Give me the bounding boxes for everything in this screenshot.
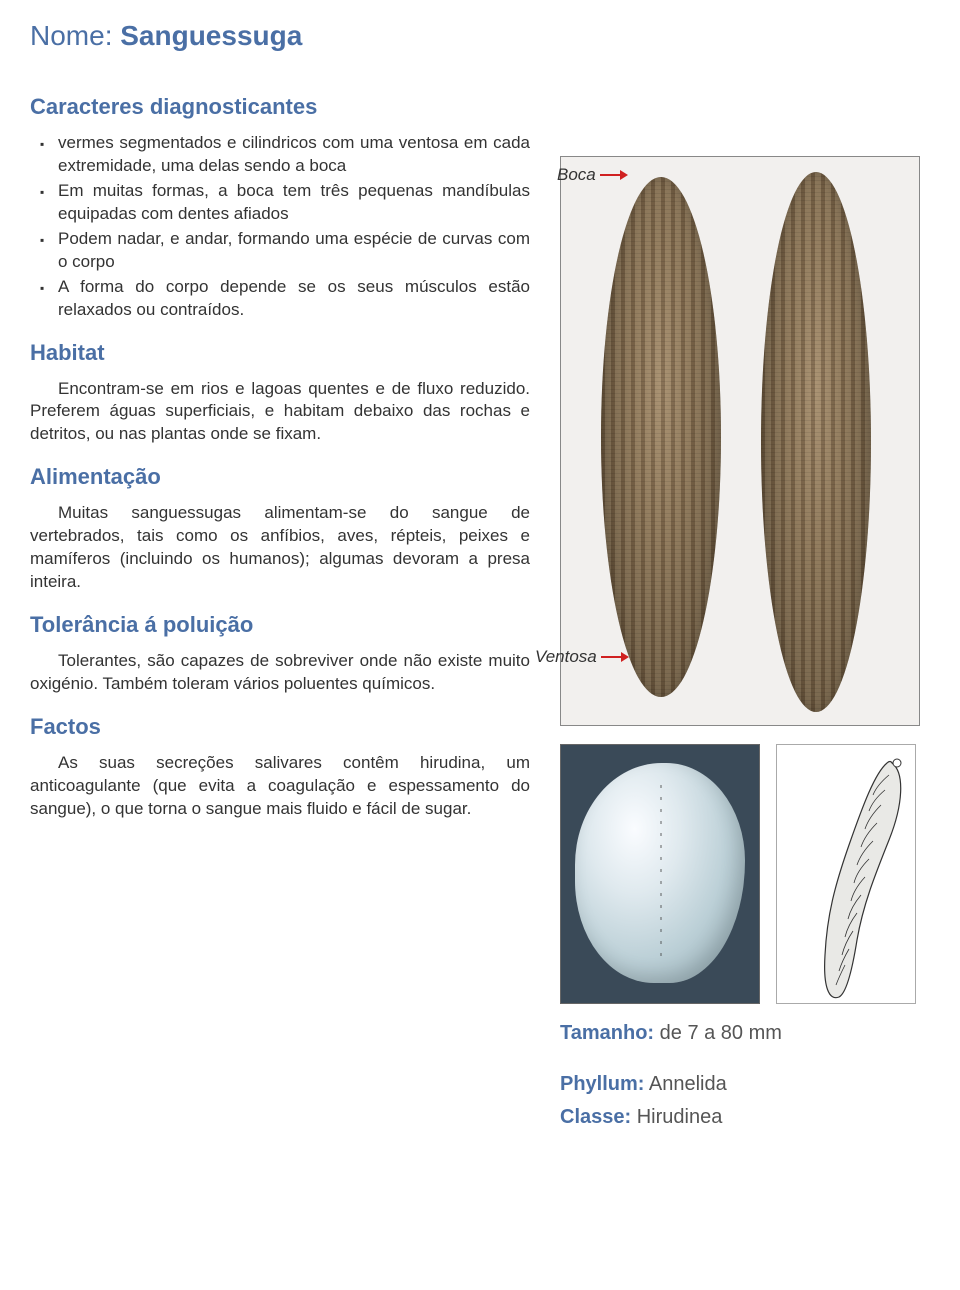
- leech-illustration-right: [761, 172, 871, 712]
- ventosa-callout: Ventosa: [535, 647, 629, 667]
- pearl-shape: [575, 763, 745, 983]
- boca-callout: Boca: [557, 165, 628, 185]
- secondary-figures: [560, 744, 930, 1004]
- phylum-line: Phyllum: Annelida: [560, 1073, 930, 1096]
- text-column: Caracteres diagnosticantes vermes segmen…: [30, 76, 530, 1129]
- heading-factos: Factos: [30, 714, 530, 740]
- diag-list: vermes segmentados e cilindricos com uma…: [30, 132, 530, 322]
- arrow-icon: [600, 170, 628, 180]
- main-figure: Boca Ventosa: [560, 156, 920, 726]
- diag-item: Podem nadar, e andar, formando uma espéc…: [58, 228, 530, 274]
- boca-label: Boca: [557, 165, 596, 184]
- curved-leech-svg: [777, 745, 917, 1005]
- habitat-text: Encontram-se em rios e lagoas quentes e …: [30, 378, 530, 447]
- heading-alimentacao: Alimentação: [30, 464, 530, 490]
- tamanho-line: Tamanho: de 7 a 80 mm: [560, 1022, 930, 1045]
- tamanho-value: de 7 a 80 mm: [660, 1022, 782, 1044]
- tamanho-key: Tamanho:: [560, 1022, 654, 1044]
- phylum-value: Annelida: [649, 1073, 727, 1095]
- diag-item: vermes segmentados e cilindricos com uma…: [58, 132, 530, 178]
- page-title: Nome: Sanguessuga: [30, 20, 930, 52]
- page-columns: Caracteres diagnosticantes vermes segmen…: [30, 76, 930, 1129]
- heading-tolerancia: Tolerância á poluição: [30, 612, 530, 638]
- classe-line: Classe: Hirudinea: [560, 1106, 930, 1129]
- factos-text: As suas secreções salivares contêm hirud…: [30, 752, 530, 821]
- arrow-icon: [601, 652, 629, 662]
- title-label: Nome:: [30, 20, 112, 51]
- heading-diagnosticantes: Caracteres diagnosticantes: [30, 94, 530, 120]
- heading-habitat: Habitat: [30, 340, 530, 366]
- classe-key: Classe:: [560, 1106, 631, 1128]
- figure-column: Boca Ventosa: [560, 76, 930, 1129]
- title-value: Sanguessuga: [120, 20, 302, 51]
- phylum-key: Phyllum:: [560, 1073, 644, 1095]
- curved-leech-figure: [776, 744, 916, 1004]
- ventosa-label: Ventosa: [535, 647, 597, 666]
- classe-value: Hirudinea: [637, 1106, 723, 1128]
- diag-item: Em muitas formas, a boca tem três pequen…: [58, 180, 530, 226]
- alimentacao-text: Muitas sanguessugas alimentam-se do sang…: [30, 502, 530, 594]
- diag-item: A forma do corpo depende se os seus músc…: [58, 276, 530, 322]
- pearl-figure: [560, 744, 760, 1004]
- leech-illustration-left: [601, 177, 721, 697]
- tolerancia-text: Tolerantes, são capazes de sobreviver on…: [30, 650, 530, 696]
